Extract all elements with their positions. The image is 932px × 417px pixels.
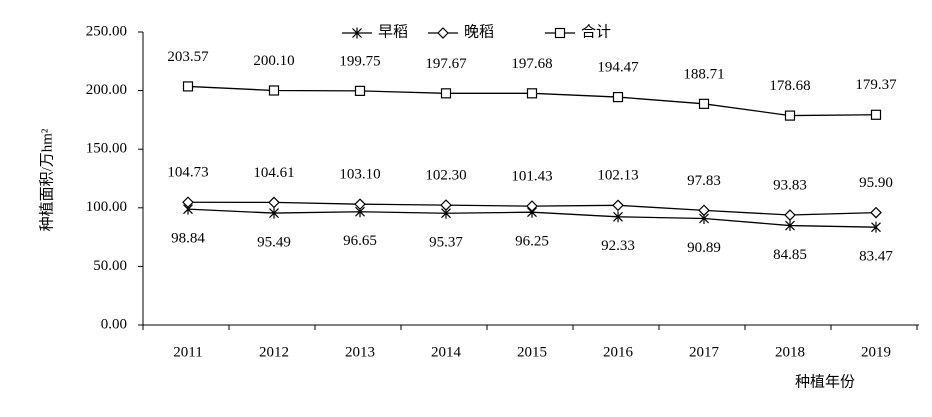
marker-shape	[268, 85, 280, 96]
data-point	[182, 81, 194, 92]
marker-shape	[354, 85, 366, 96]
marker-shape	[784, 110, 796, 121]
data-point	[269, 207, 279, 219]
data-point	[784, 209, 796, 221]
x-tick-label: 2019	[861, 344, 891, 360]
marker-shape	[269, 207, 279, 219]
data-point	[871, 221, 881, 233]
data-label: 179.37	[855, 77, 897, 93]
y-tick-label: 50.00	[93, 258, 127, 274]
x-axis-label: 种植年份	[795, 373, 855, 390]
data-point	[612, 91, 624, 103]
legend-label: 合计	[581, 23, 611, 40]
x-tick-label: 2013	[345, 344, 375, 360]
marker-shape	[182, 196, 194, 209]
marker-shape	[870, 206, 882, 219]
data-point	[440, 199, 452, 211]
data-point	[526, 200, 538, 212]
marker-shape	[437, 27, 449, 39]
x-tick-label: 2011	[173, 344, 202, 360]
data-point	[182, 196, 194, 209]
data-label: 199.75	[339, 53, 380, 69]
data-point	[613, 211, 623, 223]
y-tick-label: 200.00	[86, 82, 127, 98]
data-label: 197.67	[425, 56, 467, 72]
data-label: 93.83	[773, 177, 807, 193]
x-tick-label: 2014	[431, 344, 462, 360]
data-point	[698, 98, 710, 109]
data-label: 104.73	[167, 165, 208, 181]
data-label: 200.10	[253, 53, 294, 69]
data-point	[268, 85, 280, 96]
y-axis-label: 种植面积/万hm²	[38, 128, 55, 231]
legend-label: 晚稻	[464, 23, 494, 40]
marker-shape	[784, 209, 796, 221]
data-label: 188.71	[683, 66, 724, 82]
data-point	[612, 199, 624, 212]
data-label: 197.68	[511, 56, 552, 72]
data-point	[526, 88, 538, 99]
data-point	[870, 109, 882, 120]
data-label: 96.25	[515, 234, 549, 250]
marker-shape	[554, 27, 566, 39]
marker-shape	[182, 81, 194, 92]
marker-shape	[871, 221, 881, 233]
legend-marker	[352, 27, 362, 39]
data-point	[268, 196, 280, 209]
data-point	[354, 198, 366, 211]
marker-shape	[612, 199, 624, 212]
y-tick-label: 250.00	[86, 23, 127, 39]
data-label: 97.83	[687, 173, 721, 189]
data-label: 103.10	[339, 167, 380, 183]
data-label: 96.65	[343, 233, 377, 249]
data-point	[784, 110, 796, 121]
data-label: 194.47	[597, 60, 639, 76]
marker-shape	[268, 196, 280, 209]
marker-shape	[352, 27, 362, 39]
marker-shape	[526, 88, 538, 99]
data-label: 102.13	[597, 168, 638, 184]
data-label: 101.43	[511, 169, 552, 185]
data-label: 84.85	[773, 247, 807, 263]
marker-shape	[785, 220, 795, 232]
marker-shape	[526, 200, 538, 212]
marker-shape	[613, 211, 623, 223]
y-tick-label: 150.00	[86, 141, 127, 157]
data-label: 95.37	[429, 235, 463, 251]
marker-shape	[698, 98, 710, 109]
data-label: 104.61	[253, 165, 294, 181]
x-tick-label: 2018	[775, 344, 805, 360]
data-label: 98.84	[171, 231, 205, 247]
data-label: 203.57	[167, 49, 209, 65]
legend-marker	[554, 27, 566, 39]
x-tick-label: 2017	[689, 344, 720, 360]
x-tick-label: 2015	[517, 344, 547, 360]
y-tick-label: 0.00	[101, 316, 127, 332]
marker-shape	[612, 91, 624, 103]
legend-marker	[437, 27, 449, 39]
data-point	[698, 204, 710, 217]
data-label: 95.49	[257, 235, 291, 251]
marker-shape	[440, 88, 452, 99]
marker-shape	[870, 109, 882, 120]
data-label: 178.68	[769, 78, 810, 94]
data-label: 95.90	[859, 175, 893, 191]
data-point	[870, 206, 882, 219]
y-tick-label: 100.00	[86, 199, 127, 215]
data-label: 90.89	[687, 240, 721, 256]
marker-shape	[354, 198, 366, 211]
data-label: 92.33	[601, 238, 635, 254]
data-point	[354, 85, 366, 96]
marker-shape	[698, 204, 710, 217]
x-tick-label: 2012	[259, 344, 289, 360]
data-label: 83.47	[859, 249, 893, 265]
marker-shape	[440, 199, 452, 211]
data-point	[440, 88, 452, 99]
data-point	[785, 220, 795, 232]
legend-label: 早稻	[378, 23, 408, 40]
data-label: 102.30	[425, 168, 466, 184]
x-tick-label: 2016	[603, 344, 634, 360]
